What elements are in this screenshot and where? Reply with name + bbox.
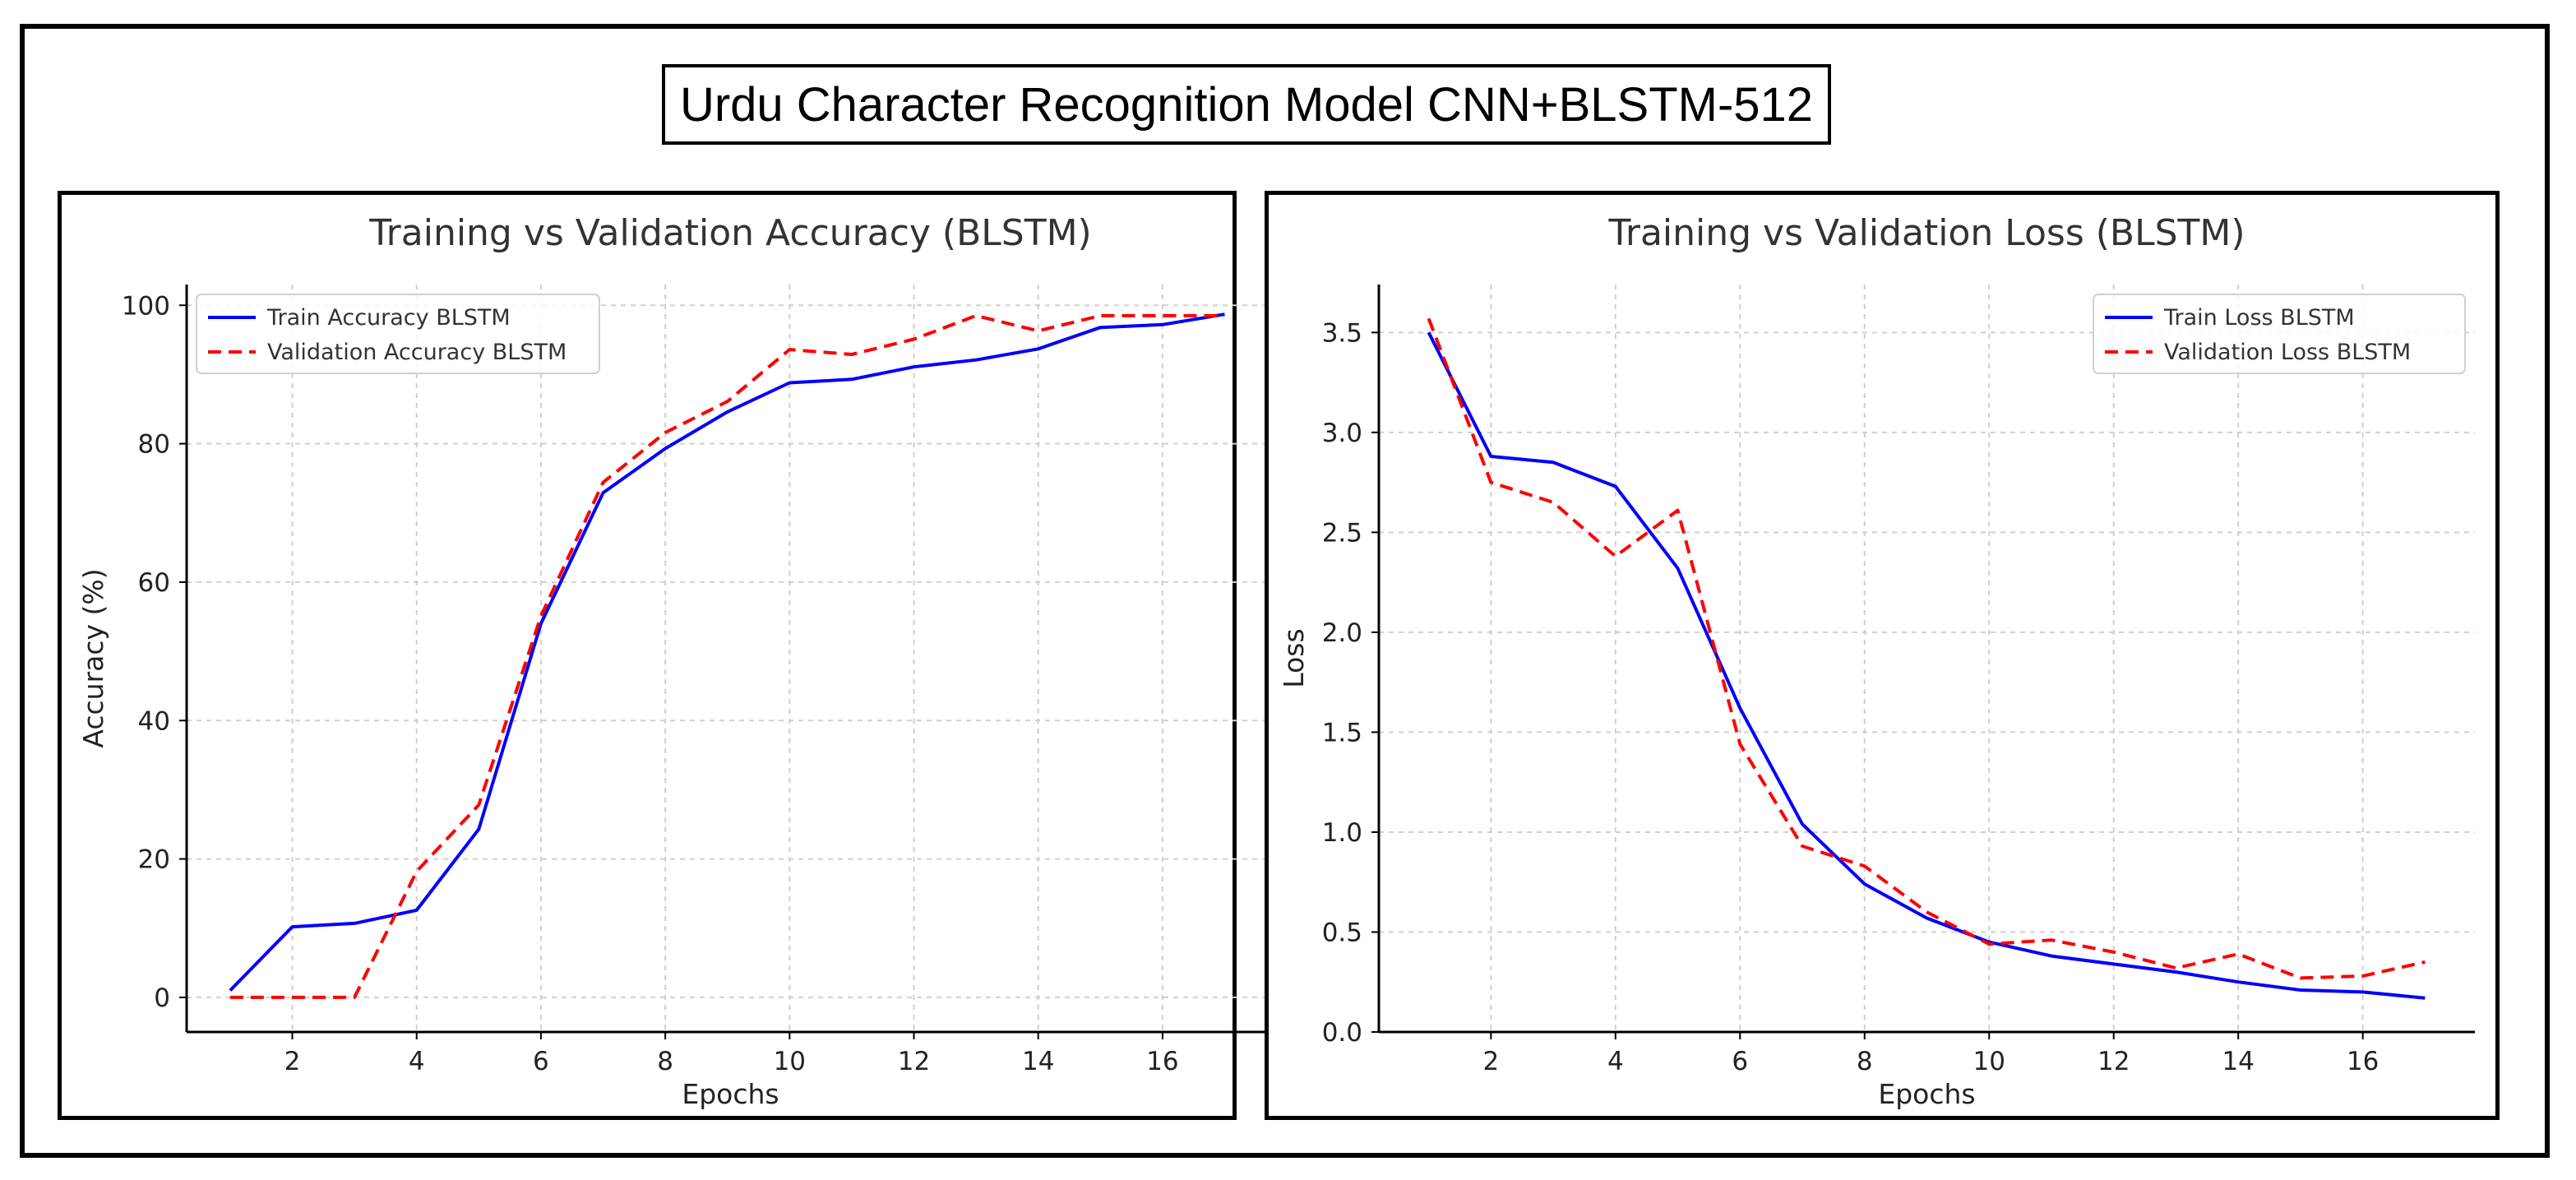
legend-label: Validation Accuracy BLSTM — [267, 340, 567, 365]
y-tick-label: 60 — [138, 568, 170, 598]
accuracy-series-validation-line — [229, 313, 1225, 999]
accuracy-chart-title: Training vs Validation Accuracy (BLSTM) — [368, 212, 1091, 254]
y-tick-label: 1.5 — [1322, 718, 1362, 747]
x-tick-label: 2 — [284, 1047, 301, 1076]
legend-box — [196, 294, 600, 374]
accuracy-x-axis-label: Epochs — [682, 1078, 779, 1110]
accuracy-chart-panel: 2 4 6 8 10 12 14 16 0 20 40 60 80 100 Training vs Vali… — [58, 191, 1274, 1120]
accuracy-y-axis-label: Accuracy (%) — [77, 568, 109, 747]
y-tick-label: 0.5 — [1322, 918, 1362, 947]
y-tick-label: 3.5 — [1322, 318, 1362, 348]
y-tick-label: 3.0 — [1322, 419, 1362, 448]
x-tick-label: 12 — [898, 1047, 930, 1076]
y-tick-label: 1.0 — [1322, 818, 1362, 848]
x-tick-label: 6 — [1732, 1047, 1748, 1076]
x-tick-label: 2 — [1482, 1047, 1499, 1076]
loss-chart-title: Training vs Validation Loss (BLSTM) — [1607, 212, 2245, 254]
loss-series-validation-line — [1427, 317, 2426, 980]
y-tick-label: 20 — [138, 845, 170, 875]
accuracy-gridlines — [187, 285, 1274, 1032]
y-tick-label: 100 — [122, 291, 170, 321]
legend-label: Validation Loss BLSTM — [2164, 340, 2411, 365]
x-tick-label: 10 — [774, 1047, 806, 1076]
loss-y-axis-label: Loss — [1278, 628, 1310, 687]
x-tick-label: 14 — [1022, 1047, 1054, 1076]
y-tick-label: 80 — [138, 430, 170, 460]
x-tick-label: 16 — [1146, 1047, 1178, 1076]
legend-label: Train Loss BLSTM — [2163, 305, 2355, 331]
loss-series-train-line — [1427, 331, 2426, 1000]
x-tick-label: 4 — [409, 1047, 425, 1076]
legend-label: Train Accuracy BLSTM — [266, 305, 511, 331]
y-tick-label: 0.0 — [1322, 1018, 1362, 1048]
x-tick-label: 8 — [1857, 1047, 1873, 1076]
x-tick-label: 8 — [657, 1047, 673, 1076]
y-tick-label: 40 — [138, 706, 170, 736]
x-tick-label: 6 — [533, 1047, 549, 1076]
loss-x-axis-label: Epochs — [1878, 1078, 1975, 1110]
loss-legend: Train Loss BLSTM Validation Loss BLSTM — [2093, 294, 2466, 374]
loss-chart: 2 4 6 8 10 12 14 16 0.0 0.5 1.0 1.5 2.0 2.5 3.0 3.5 Trai… — [1278, 212, 2475, 1110]
loss-gridlines — [1379, 285, 2475, 1033]
accuracy-series-train-line — [229, 312, 1225, 992]
y-tick-label: 0 — [154, 983, 170, 1013]
loss-chart-panel: 2 4 6 8 10 12 14 16 0.0 0.5 1.0 1.5 2.0 2.5 3.0 3.5 Trai… — [1265, 191, 2500, 1120]
figure-title: Urdu Character Recognition Model CNN+BLS… — [662, 64, 1831, 145]
accuracy-chart: 2 4 6 8 10 12 14 16 0 20 40 60 80 100 Training vs Vali… — [77, 212, 1274, 1110]
x-tick-label: 12 — [2097, 1047, 2130, 1076]
accuracy-legend: Train Accuracy BLSTM Validation Accuracy … — [196, 294, 600, 374]
y-tick-label: 2.5 — [1322, 518, 1362, 548]
y-tick-label: 2.0 — [1322, 618, 1362, 648]
x-tick-label: 4 — [1607, 1047, 1624, 1076]
x-tick-label: 10 — [1973, 1047, 2005, 1076]
x-tick-label: 16 — [2347, 1047, 2379, 1076]
outer-frame — [20, 24, 2550, 1158]
x-tick-label: 14 — [2222, 1047, 2254, 1076]
legend-box — [2093, 294, 2466, 374]
